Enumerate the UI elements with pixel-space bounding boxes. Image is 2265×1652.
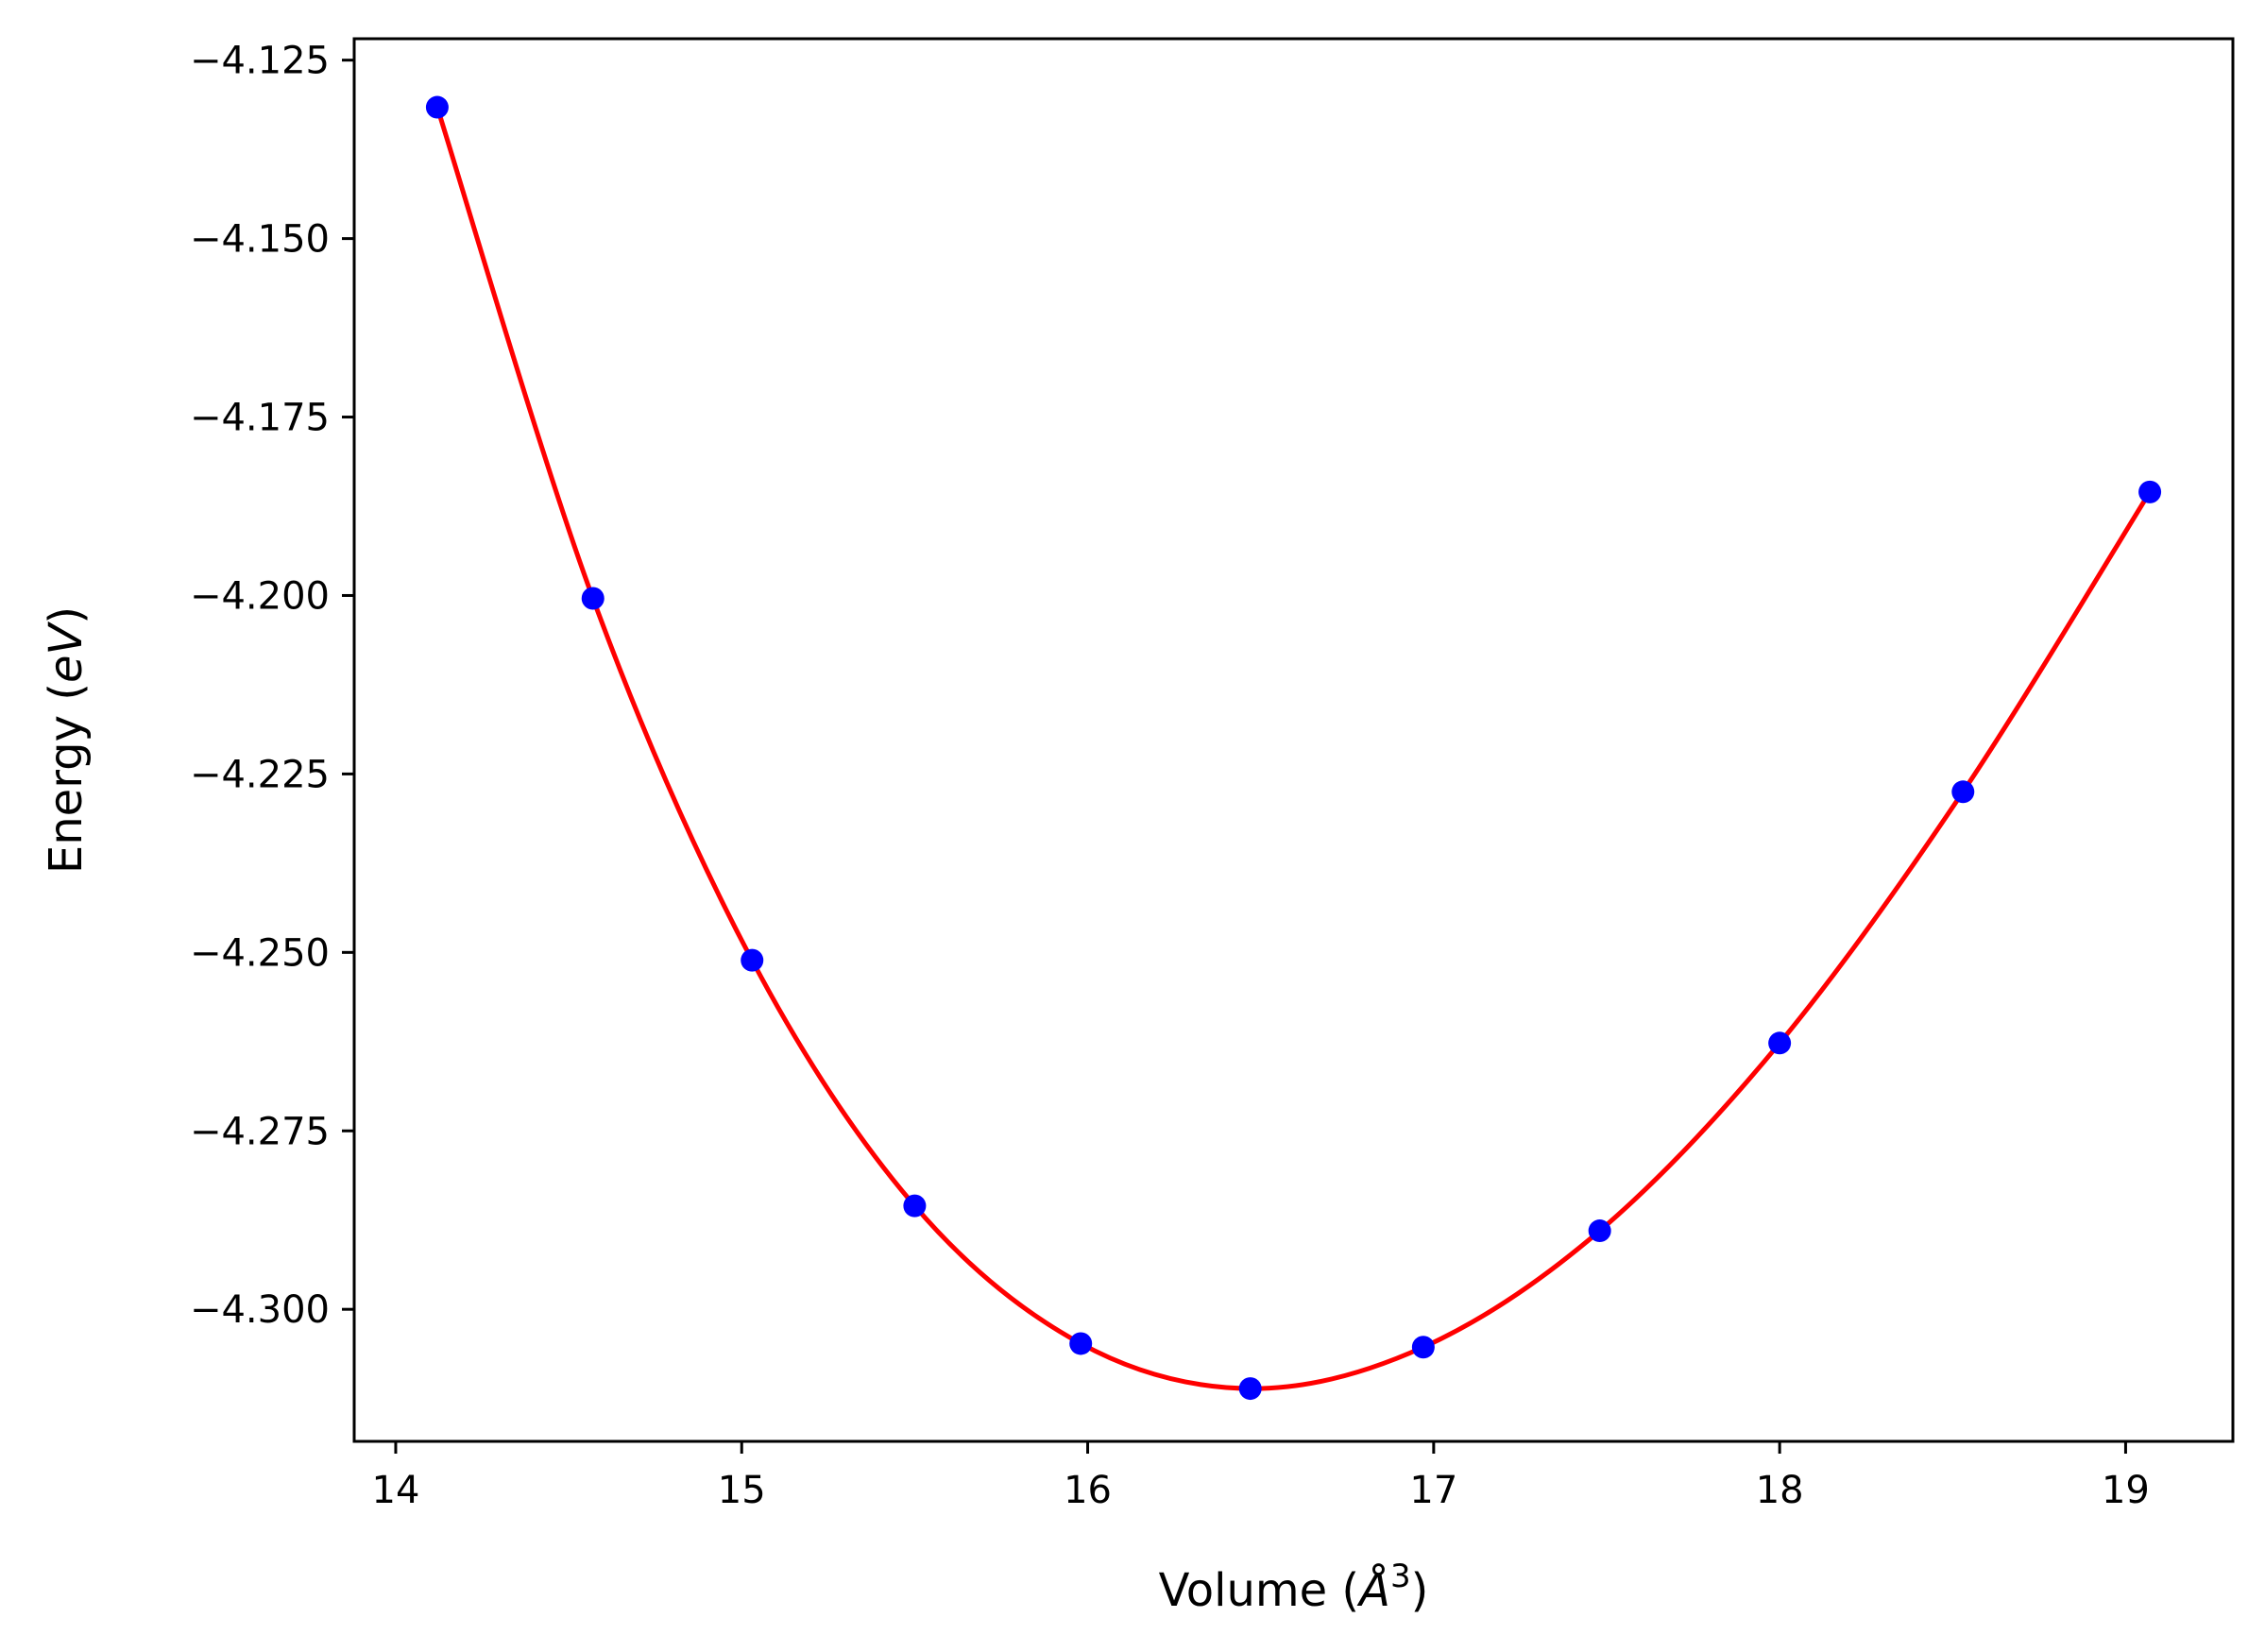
data-point	[1951, 780, 1975, 804]
data-point	[1588, 1219, 1611, 1243]
y-axis-label-prefix: Energy (	[40, 683, 93, 874]
axis-ticks: 14 15 16 17 18 19 −4.125 −4.150 −4.175 −4.200 −4.2…	[190, 40, 2150, 1512]
y-tick-label: −4.250	[190, 931, 330, 975]
data-point	[581, 587, 605, 610]
x-tick-label: 19	[2102, 1469, 2150, 1512]
x-tick-label: 17	[1409, 1469, 1457, 1512]
data-point	[1768, 1031, 1792, 1055]
x-axis-label-exponent: 3	[1390, 1558, 1411, 1595]
y-axis-label-unit: eV	[40, 622, 93, 684]
x-axis-label: Volume (Å3)	[1159, 1558, 1429, 1617]
y-tick-label: −4.125	[190, 40, 330, 83]
y-axis-label-suffix: )	[40, 606, 93, 624]
x-tick-label: 18	[1756, 1469, 1804, 1512]
data-point	[1069, 1332, 1093, 1355]
fit-curve-line	[434, 105, 2153, 1391]
plot-area	[425, 95, 2162, 1401]
y-axis-label: Energy (eV)	[40, 606, 93, 874]
data-point	[903, 1194, 927, 1218]
data-point	[425, 95, 449, 119]
x-tick-label: 15	[718, 1469, 766, 1512]
y-tick-label: −4.225	[190, 753, 330, 796]
data-point	[1238, 1377, 1262, 1401]
x-axis-label-suffix: )	[1411, 1564, 1429, 1617]
x-axis-label-symbol: Å	[1356, 1563, 1390, 1617]
x-axis-label-prefix: Volume (	[1159, 1564, 1360, 1617]
x-tick-label: 16	[1064, 1469, 1112, 1512]
x-tick-label: 14	[372, 1469, 420, 1512]
data-point	[1411, 1336, 1435, 1359]
y-tick-label: −4.200	[190, 574, 330, 618]
y-tick-label: −4.300	[190, 1288, 330, 1332]
y-tick-label: −4.275	[190, 1110, 330, 1153]
y-tick-label: −4.175	[190, 397, 330, 440]
y-tick-label: −4.150	[190, 218, 330, 262]
data-point	[2138, 480, 2162, 503]
data-point	[741, 948, 764, 972]
axes-frame	[352, 37, 2235, 1443]
